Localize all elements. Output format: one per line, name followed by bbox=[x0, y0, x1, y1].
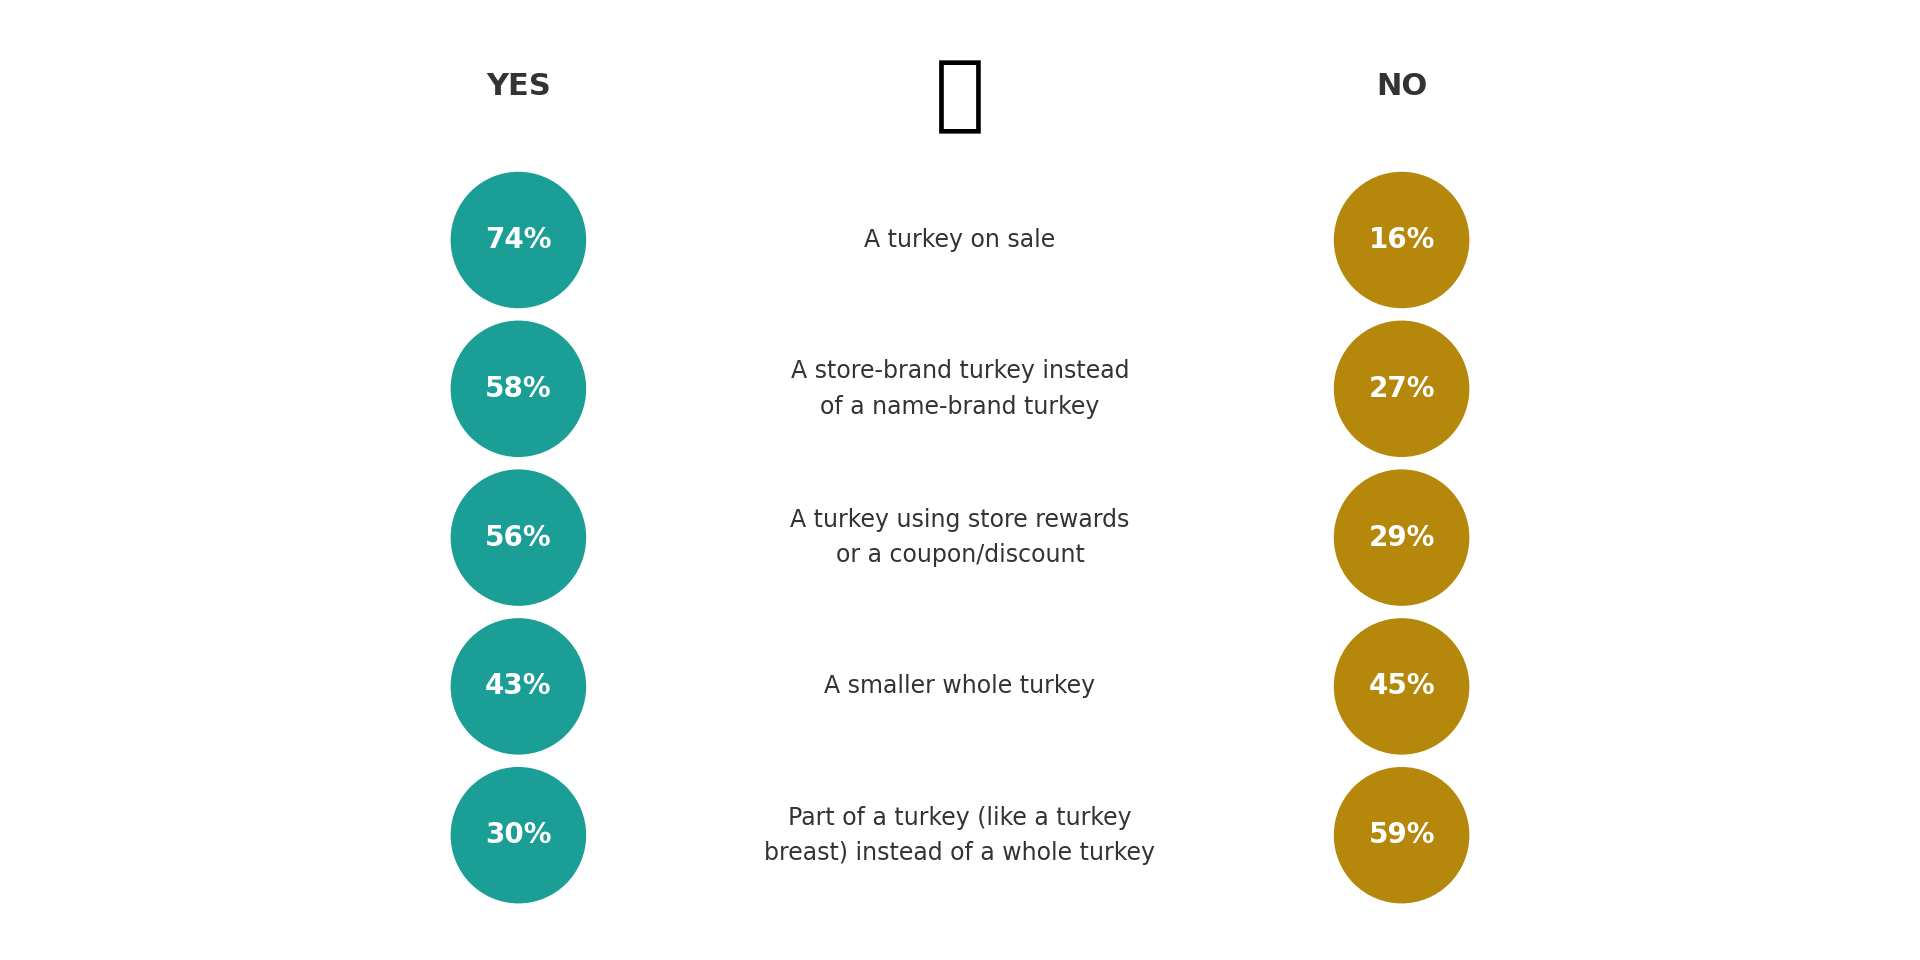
Text: 45%: 45% bbox=[1369, 672, 1434, 701]
Text: 74%: 74% bbox=[486, 226, 551, 254]
Text: 43%: 43% bbox=[486, 672, 551, 701]
Text: A store-brand turkey instead
of a name-brand turkey: A store-brand turkey instead of a name-b… bbox=[791, 359, 1129, 419]
Text: 27%: 27% bbox=[1369, 374, 1434, 403]
Text: 16%: 16% bbox=[1369, 226, 1434, 254]
Ellipse shape bbox=[451, 173, 586, 307]
Text: 56%: 56% bbox=[486, 523, 551, 552]
Text: A smaller whole turkey: A smaller whole turkey bbox=[824, 674, 1096, 699]
Text: 30%: 30% bbox=[486, 821, 551, 850]
Ellipse shape bbox=[1334, 322, 1469, 456]
Text: YES: YES bbox=[486, 72, 551, 101]
Text: A turkey on sale: A turkey on sale bbox=[864, 228, 1056, 252]
Ellipse shape bbox=[1334, 173, 1469, 307]
Ellipse shape bbox=[1334, 768, 1469, 902]
Ellipse shape bbox=[451, 619, 586, 754]
Text: 🍗: 🍗 bbox=[935, 56, 985, 136]
Ellipse shape bbox=[451, 768, 586, 902]
Text: 29%: 29% bbox=[1369, 523, 1434, 552]
Ellipse shape bbox=[451, 322, 586, 456]
Text: NO: NO bbox=[1377, 72, 1427, 101]
Ellipse shape bbox=[451, 470, 586, 605]
Text: 58%: 58% bbox=[486, 374, 551, 403]
Text: 59%: 59% bbox=[1369, 821, 1434, 850]
Ellipse shape bbox=[1334, 470, 1469, 605]
Text: Part of a turkey (like a turkey
breast) instead of a whole turkey: Part of a turkey (like a turkey breast) … bbox=[764, 805, 1156, 865]
Ellipse shape bbox=[1334, 619, 1469, 754]
Text: A turkey using store rewards
or a coupon/discount: A turkey using store rewards or a coupon… bbox=[791, 508, 1129, 567]
